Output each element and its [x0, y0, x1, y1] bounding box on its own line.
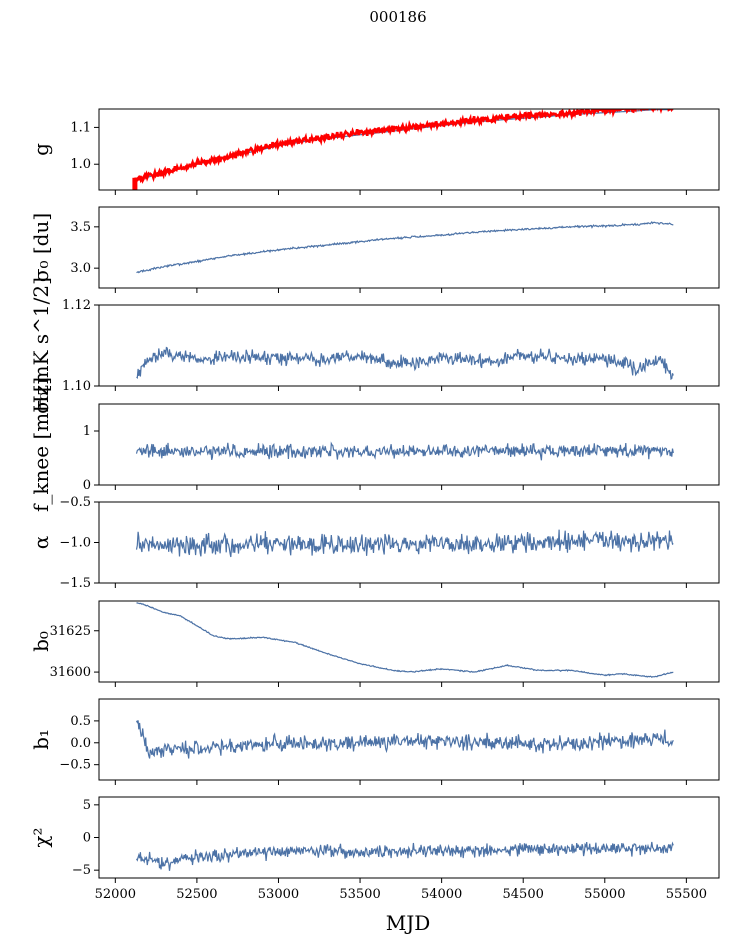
- y-tick-label-alpha: −0.5: [59, 495, 91, 510]
- series-line-g-1: [133, 109, 674, 184]
- x-axis-label: MJD: [386, 911, 431, 935]
- axes-frame-fknee: [98, 403, 720, 486]
- y-tick-label-b1: 0.0: [70, 736, 91, 751]
- y-tick-label-b0: 31625: [50, 624, 91, 639]
- y-tick-label-sigma0_mK: 1.12: [62, 298, 91, 313]
- y-tick-label-g: 1.0: [70, 157, 91, 172]
- series-line-alpha-0: [135, 529, 674, 558]
- series-line-fknee-0: [135, 441, 674, 461]
- panel-alpha: −1.5 −1.0 −0.5 α: [29, 495, 720, 591]
- x-tick-label: 54500: [503, 887, 544, 902]
- series-line-b1-0: [135, 720, 674, 759]
- series-line-b0-0: [136, 602, 674, 678]
- axes-frame-sigma0_du: [98, 206, 720, 289]
- x-tick-label: 52500: [176, 887, 217, 902]
- panel-sigma0_du: 3.0 3.5 σ₀ [du]: [29, 206, 720, 293]
- y-axis-label-fknee: f_knee [mHz]: [29, 377, 53, 512]
- y-tick-label-alpha: −1.5: [59, 576, 91, 591]
- y-tick-label-b1: −0.5: [59, 758, 91, 773]
- panel-fknee: 0 1 f_knee [mHz]: [29, 377, 720, 512]
- x-tick-label: 53500: [339, 887, 380, 902]
- y-tick-label-b0: 31600: [50, 665, 91, 680]
- y-tick-label-fknee: 1: [83, 424, 91, 439]
- series-line-sigma0_mK-0: [136, 346, 674, 381]
- x-tick-label: 53000: [258, 887, 299, 902]
- panel-g: 1.0 1.1 g: [29, 108, 720, 195]
- y-tick-label-fknee: 0: [83, 478, 91, 493]
- x-tick-label: 55000: [584, 887, 625, 902]
- y-tick-label-sigma0_mK: 1.10: [62, 379, 91, 394]
- series-line-sigma0_du-0: [136, 220, 674, 274]
- y-axis-label-sigma0_du: σ₀ [du]: [29, 213, 53, 282]
- y-axis-label-b0: b₀: [29, 631, 53, 652]
- panel-chi2: −5 0 5 52000 52500 53000 53500 54000 54500 55000 5…: [29, 796, 720, 902]
- y-axis-label-g: g: [29, 143, 53, 156]
- y-tick-label-chi2: −5: [72, 863, 91, 878]
- y-tick-label-sigma0_du: 3.5: [70, 220, 91, 235]
- y-tick-label-g: 1.1: [70, 120, 91, 135]
- y-tick-label-b1: 0.5: [70, 714, 91, 729]
- panels-group: 1.0 1.1 g 3.0 3.5 σ₀ [du] 1.10 1.12 σ₀[mK s^1/2]…: [29, 108, 720, 902]
- y-tick-label-chi2: 0: [83, 831, 91, 846]
- axes-frame-b1: [98, 698, 720, 781]
- axes-frame-sigma0_mK: [98, 304, 720, 387]
- y-tick-label-chi2: 5: [83, 798, 91, 813]
- y-axis-label-b1: b₁: [29, 729, 53, 750]
- axes-frame-g: [98, 108, 720, 191]
- panel-b1: −0.5 0.0 0.5 b₁: [29, 698, 720, 785]
- x-tick-label: 55500: [666, 887, 707, 902]
- series-line-g-0: [134, 109, 674, 182]
- axes-frame-b0: [98, 600, 720, 683]
- y-tick-label-alpha: −1.0: [59, 536, 91, 551]
- series-line-chi2-0: [135, 841, 674, 871]
- x-tick-label: 54000: [421, 887, 462, 902]
- y-axis-label-sigma0_mK: σ₀[mK s^1/2]: [29, 277, 53, 414]
- y-tick-label-sigma0_du: 3.0: [70, 261, 91, 276]
- axes-frame-chi2: [98, 796, 720, 879]
- x-tick-label: 52000: [95, 887, 136, 902]
- figure-title: 000186: [369, 8, 426, 26]
- y-axis-label-alpha: α: [29, 536, 53, 550]
- y-axis-label-chi2: χ²: [29, 827, 53, 847]
- panel-sigma0_mK: 1.10 1.12 σ₀[mK s^1/2]: [29, 277, 720, 414]
